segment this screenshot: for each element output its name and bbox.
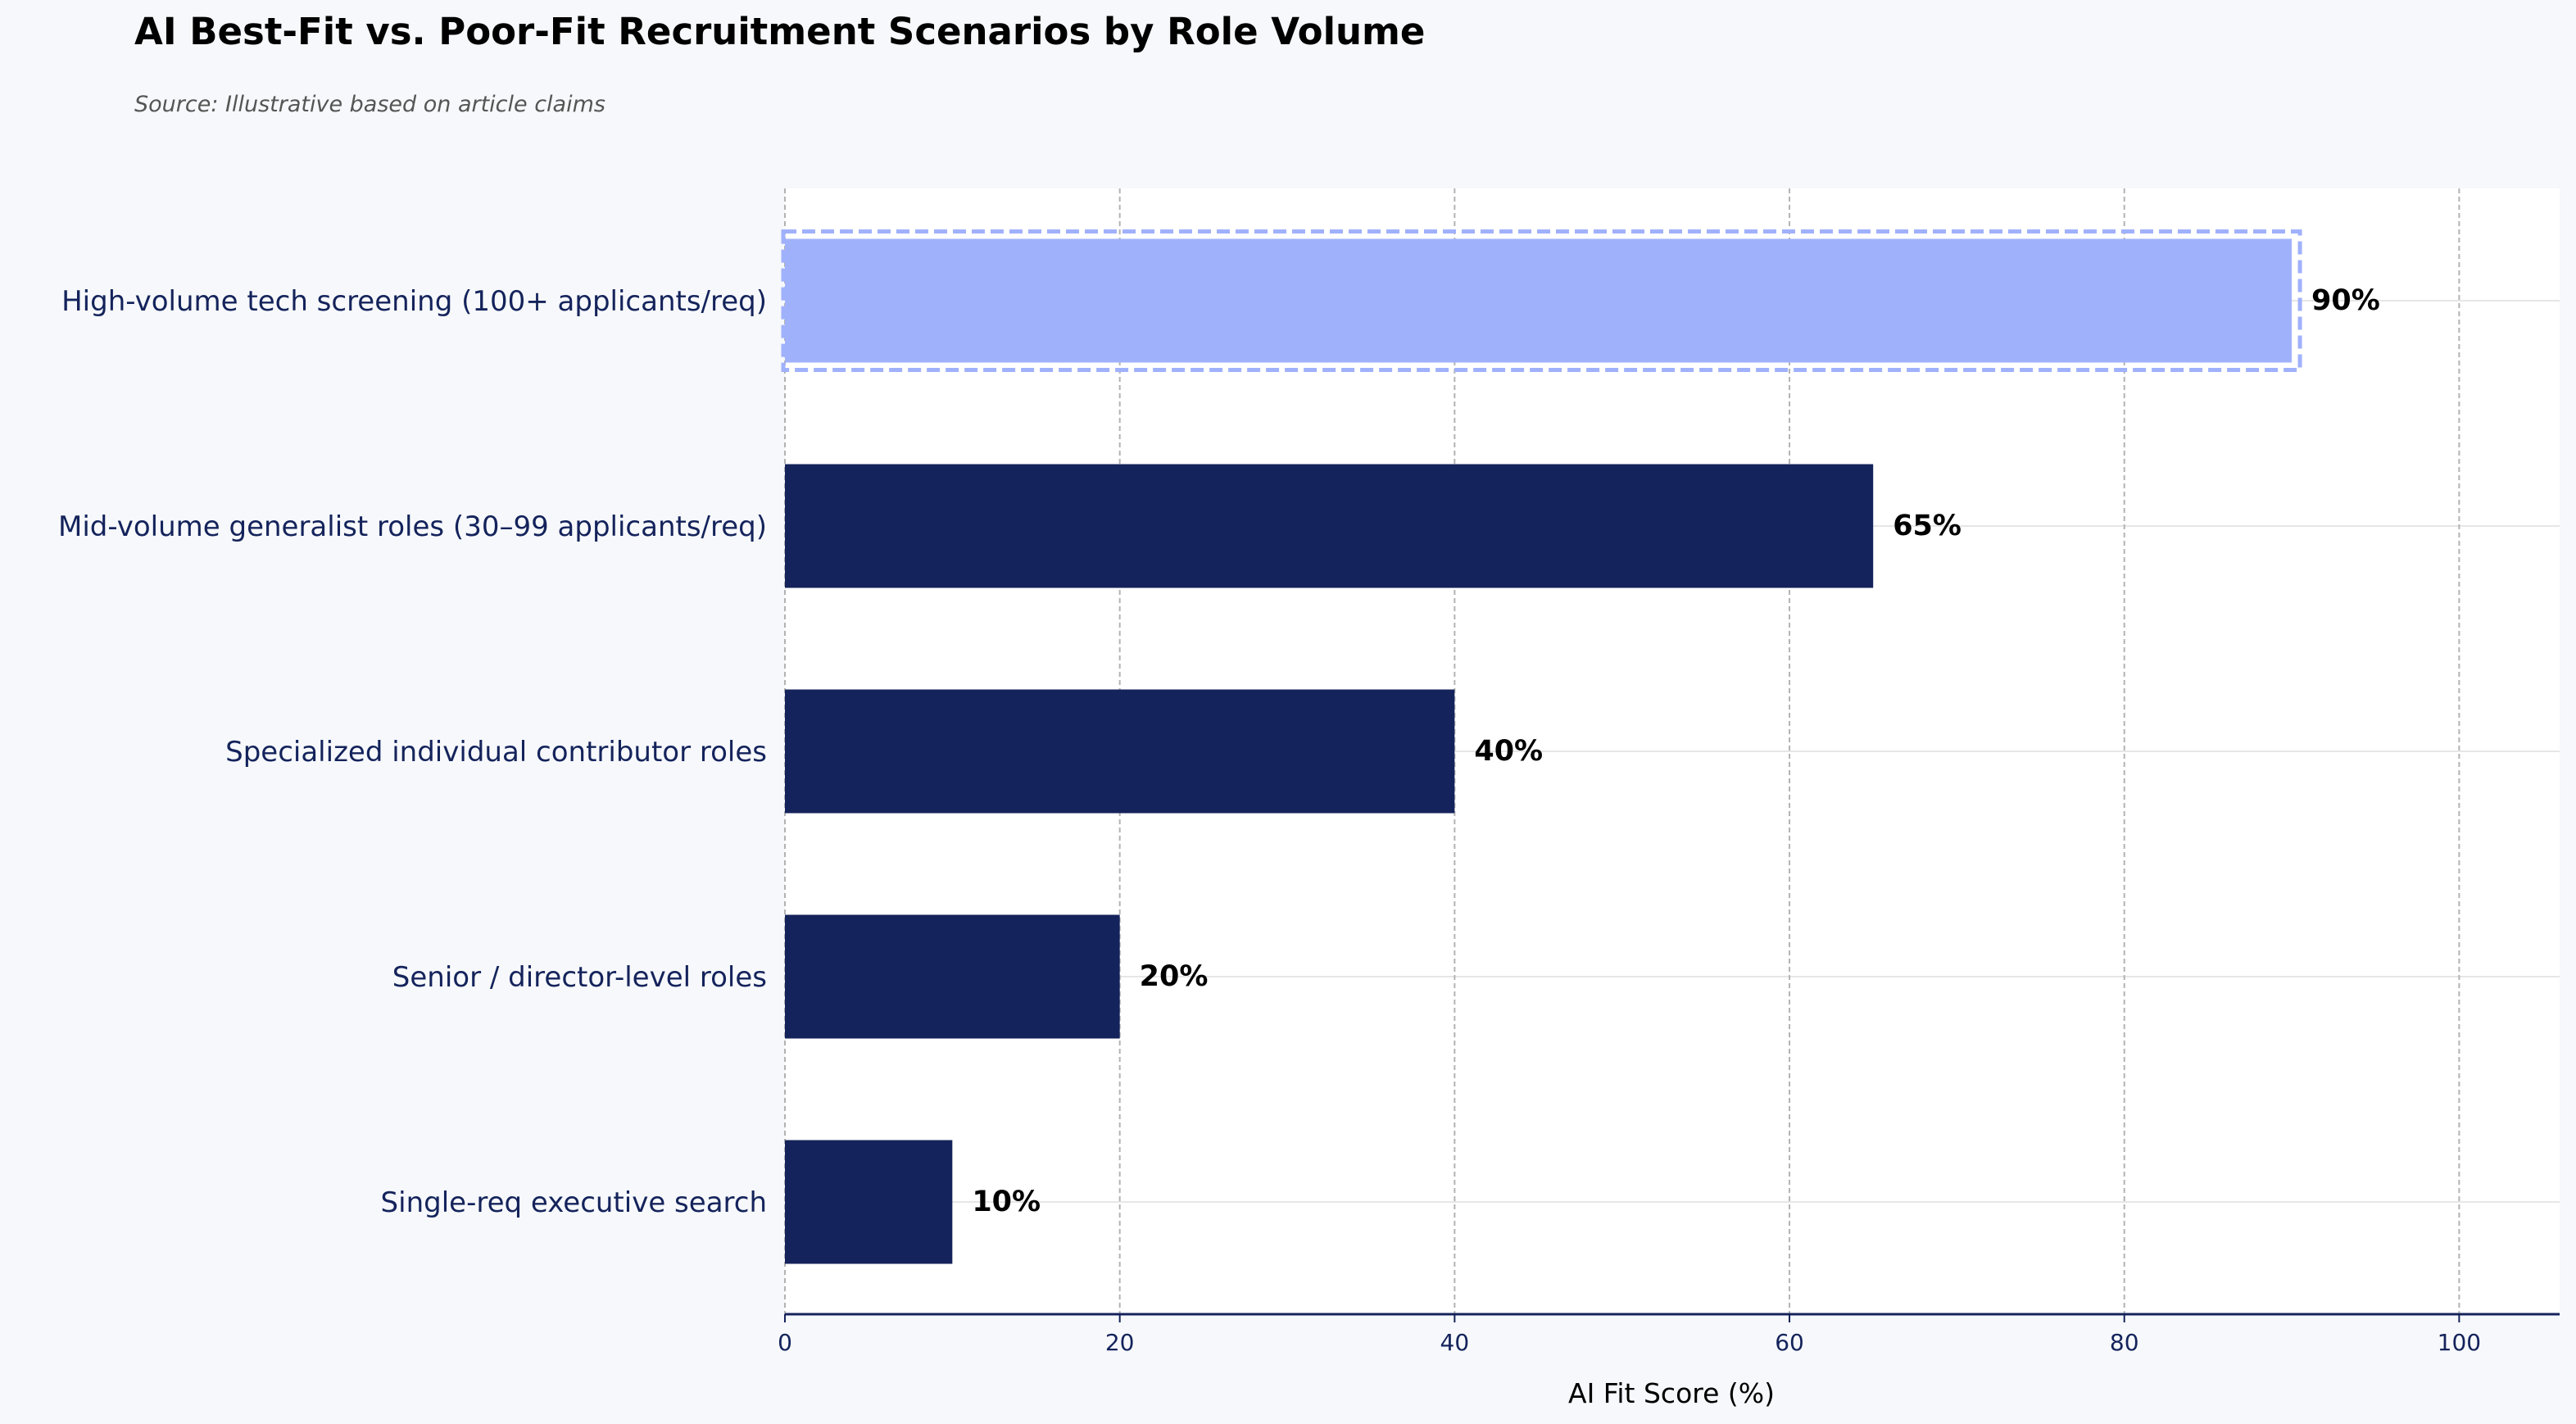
category-label: Senior / director-level roles (392, 961, 767, 994)
category-label: High-volume tech screening (100+ applica… (61, 285, 767, 318)
bar (785, 464, 1874, 588)
x-tick-label: 80 (2110, 1329, 2139, 1356)
value-label: 90% (2311, 284, 2380, 317)
bar (785, 238, 2293, 363)
x-tick-label: 40 (1440, 1329, 1470, 1356)
value-label: 40% (1474, 735, 1543, 768)
x-axis: 0 20 40 60 80 100 (778, 1313, 2560, 1356)
highlight-outline (781, 229, 2302, 372)
value-label: 65% (1893, 510, 1961, 542)
x-tick-label: 0 (778, 1329, 792, 1356)
value-labels: 90% 65% 40% 20% 10% (972, 284, 2379, 1218)
bars (781, 229, 2302, 1264)
category-label: Mid-volume generalist roles (30–99 appli… (58, 510, 767, 543)
bar (785, 914, 1120, 1039)
value-label: 20% (1140, 960, 1209, 993)
category-labels: High-volume tech screening (100+ applica… (58, 285, 767, 1219)
bar (785, 1140, 953, 1264)
category-label: Single-req executive search (381, 1186, 767, 1219)
chart-subtitle: Source: Illustrative based on article cl… (134, 92, 605, 117)
x-tick-label: 100 (2438, 1329, 2481, 1356)
x-axis-title: AI Fit Score (%) (1568, 1377, 1775, 1409)
chart-title: AI Best-Fit vs. Poor-Fit Recruitment Sce… (134, 10, 1426, 53)
bar (785, 689, 1455, 814)
x-tick-label: 20 (1105, 1329, 1135, 1356)
value-label: 10% (972, 1186, 1041, 1218)
category-label: Specialized individual contributor roles (225, 736, 767, 769)
x-tick-label: 60 (1775, 1329, 1804, 1356)
